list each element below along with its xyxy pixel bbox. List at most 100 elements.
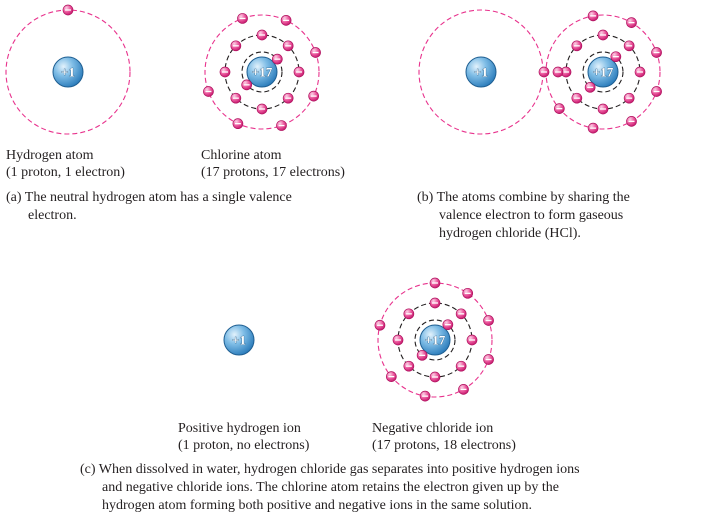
chlorine-atom-electron-shell3-2 xyxy=(280,14,292,26)
hydrogen-atom-detail: (1 proton, 1 electron) xyxy=(6,165,125,180)
hcl-electron-shell3-3 xyxy=(651,47,662,58)
caption-a-line-1: (a) The neutral hydrogen atom has a sing… xyxy=(6,190,292,205)
hcl-electron-shell3-1 xyxy=(587,10,599,22)
hydrogen-ion-label: Positive hydrogen ion (1 proton, no elec… xyxy=(178,420,309,454)
caption-c-line-3: hydrogen atom forming both positive and … xyxy=(102,498,533,513)
caption-a: (a) The neutral hydrogen atom has a sing… xyxy=(6,189,292,225)
chloride-ion-electron-shell2-4 xyxy=(455,360,467,372)
chloride-ion-electron-shell2-8 xyxy=(403,308,415,320)
hcl-electron-shell2-1 xyxy=(597,29,609,41)
chlorine-atom-electron-shell3-7 xyxy=(203,86,214,97)
chloride-ion-electron-shell3-8 xyxy=(374,319,386,331)
chloride-ion-electron-shell1-1 xyxy=(442,319,454,331)
hcl-chlorine-nucleus-body xyxy=(587,56,619,88)
chlorine-atom-inner-orbit xyxy=(241,51,283,93)
caption-b-line-1: (b) The atoms combine by sharing the xyxy=(417,190,630,205)
chloride-ion-electron-shell3-7 xyxy=(385,371,397,382)
chlorine-atom-electron-shell3-5 xyxy=(276,120,287,131)
hcl-electron-shell1-2 xyxy=(584,81,596,93)
chloride-ion-electron-shell2-5 xyxy=(429,371,441,383)
hcl-shared-electron-2 xyxy=(552,66,564,78)
chlorine-atom-electron-shell2-7 xyxy=(219,66,231,78)
chlorine-atom-electron-shell3-1 xyxy=(237,13,248,24)
hcl-hydrogen-nucleus-body xyxy=(465,56,497,88)
hydrogen-atom-nucleus-body xyxy=(52,56,84,88)
caption-b-line-2: valence electron to form gaseous xyxy=(439,208,624,223)
chloride-ion-electron-shell2-1 xyxy=(429,297,441,309)
chloride-ion-electron-shell3-5 xyxy=(458,384,469,395)
hydrogen-atom-nucleus: +1 xyxy=(52,56,84,88)
caption-b: (b) The atoms combine by sharing the val… xyxy=(417,189,630,243)
chloride-ion-electron-shell3-2 xyxy=(462,287,474,299)
caption-c: (c) When dissolved in water, hydrogen ch… xyxy=(80,461,580,515)
chlorine-atom-nucleus-body xyxy=(246,56,278,88)
hydrogen-atom-nucleus-charge: +1 xyxy=(61,65,75,80)
chloride-ion-nucleus-body xyxy=(419,324,451,356)
hydrogen-ion-nucleus: +1 xyxy=(223,324,255,356)
hcl-electron-shell2-5 xyxy=(597,103,609,115)
chloride-ion-title: Negative chloride ion xyxy=(372,421,494,436)
hcl-hydrogen-nucleus: +1 xyxy=(465,56,497,88)
chlorine-atom-electron-shell1-1 xyxy=(271,53,283,65)
chloride-ion-electron-shell3-3 xyxy=(483,315,494,326)
chloride-ion-electron-shell2-7 xyxy=(392,334,404,346)
chlorine-atom-electron-shell3-6 xyxy=(232,118,244,130)
caption-b-line-3: hydrogen chloride (HCl). xyxy=(439,226,581,241)
hcl-electron-shell2-6 xyxy=(571,92,583,104)
hcl-electron-shell2-2 xyxy=(623,40,635,52)
chloride-ion-label: Negative chloride ion (17 protons, 18 el… xyxy=(372,420,516,454)
chlorine-atom-electron-shell2-3 xyxy=(293,66,305,78)
hcl-chlorine-nucleus: +17 xyxy=(587,56,619,88)
caption-c-line-1: (c) When dissolved in water, hydrogen ch… xyxy=(80,462,580,477)
hydrogen-ion-detail: (1 proton, no electrons) xyxy=(178,438,310,453)
chlorine-atom-electron-shell3-4 xyxy=(308,90,320,102)
chlorine-atom-electron-shell3-3 xyxy=(310,47,321,58)
chloride-ion-nucleus-charge: +17 xyxy=(425,333,446,348)
chloride-ion-electron-shell1-2 xyxy=(416,349,428,361)
chlorine-atom-nucleus: +17 xyxy=(246,56,278,88)
chloride-ion-detail: (17 protons, 18 electrons) xyxy=(372,438,516,453)
chlorine-atom-electron-shell2-4 xyxy=(282,92,294,104)
chlorine-atom-electron-shell1-2 xyxy=(241,79,253,91)
hydrogen-ion-nucleus-charge: +1 xyxy=(232,333,246,348)
caption-a-line-2: electron. xyxy=(28,208,77,223)
hcl-electron-shell3-6 xyxy=(587,122,599,134)
chlorine-atom-nucleus-charge: +17 xyxy=(252,65,273,80)
hydrogen-ion-nucleus-body xyxy=(223,324,255,356)
hcl-chlorine-inner-orbit xyxy=(582,51,624,93)
chloride-ion-nucleus: +17 xyxy=(419,324,451,356)
hcl-hydrogen-nucleus-charge: +1 xyxy=(474,65,488,80)
hcl-electron-shell3-5 xyxy=(626,116,637,127)
chlorine-atom-electron-shell2-5 xyxy=(256,103,268,115)
hcl-electron-shell3-2 xyxy=(626,17,637,28)
chloride-ion-electron-shell3-1 xyxy=(429,277,441,289)
hydrogen-atom-label: Hydrogen atom (1 proton, 1 electron) xyxy=(6,147,125,181)
hydrogen-ion-title: Positive hydrogen ion xyxy=(178,421,301,436)
chlorine-atom-label: Chlorine atom (17 protons, 17 electrons) xyxy=(201,147,345,181)
chlorine-atom-electron-shell2-1 xyxy=(256,29,268,41)
chloride-ion-electron-shell3-6 xyxy=(419,390,431,402)
chlorine-atom-electron-shell2-8 xyxy=(230,40,242,52)
hcl-electron-shell1-1 xyxy=(610,51,622,63)
hcl-shared-electron-1 xyxy=(538,66,550,78)
hcl-electron-shell2-4 xyxy=(623,92,635,104)
hcl-electron-shell2-3 xyxy=(634,66,646,78)
chlorine-atom-title: Chlorine atom xyxy=(201,148,282,163)
hcl-chlorine-nucleus-charge: +17 xyxy=(593,65,614,80)
chlorine-atom-outer-orbit xyxy=(204,14,320,130)
hydrogen-atom-title: Hydrogen atom xyxy=(6,148,94,163)
chloride-ion-electron-shell2-3 xyxy=(466,334,478,346)
caption-c-line-2: and negative chloride ions. The chlorine… xyxy=(102,480,559,495)
chlorine-atom-electron-shell2-6 xyxy=(230,92,242,104)
chlorine-atom-detail: (17 protons, 17 electrons) xyxy=(201,165,345,180)
hcl-electron-shell3-4 xyxy=(651,86,662,97)
hcl-electron-shell3-7 xyxy=(553,103,565,114)
chloride-ion-electron-shell2-2 xyxy=(455,308,467,320)
hydrogen-atom-electron xyxy=(62,4,74,16)
hcl-electron-shell2-8 xyxy=(571,40,583,52)
chloride-ion-electron-shell2-6 xyxy=(403,360,415,372)
chloride-ion-electron-shell3-4 xyxy=(483,354,494,365)
chloride-ion-inner-orbit xyxy=(414,319,456,361)
chlorine-atom-electron-shell2-2 xyxy=(282,40,294,52)
